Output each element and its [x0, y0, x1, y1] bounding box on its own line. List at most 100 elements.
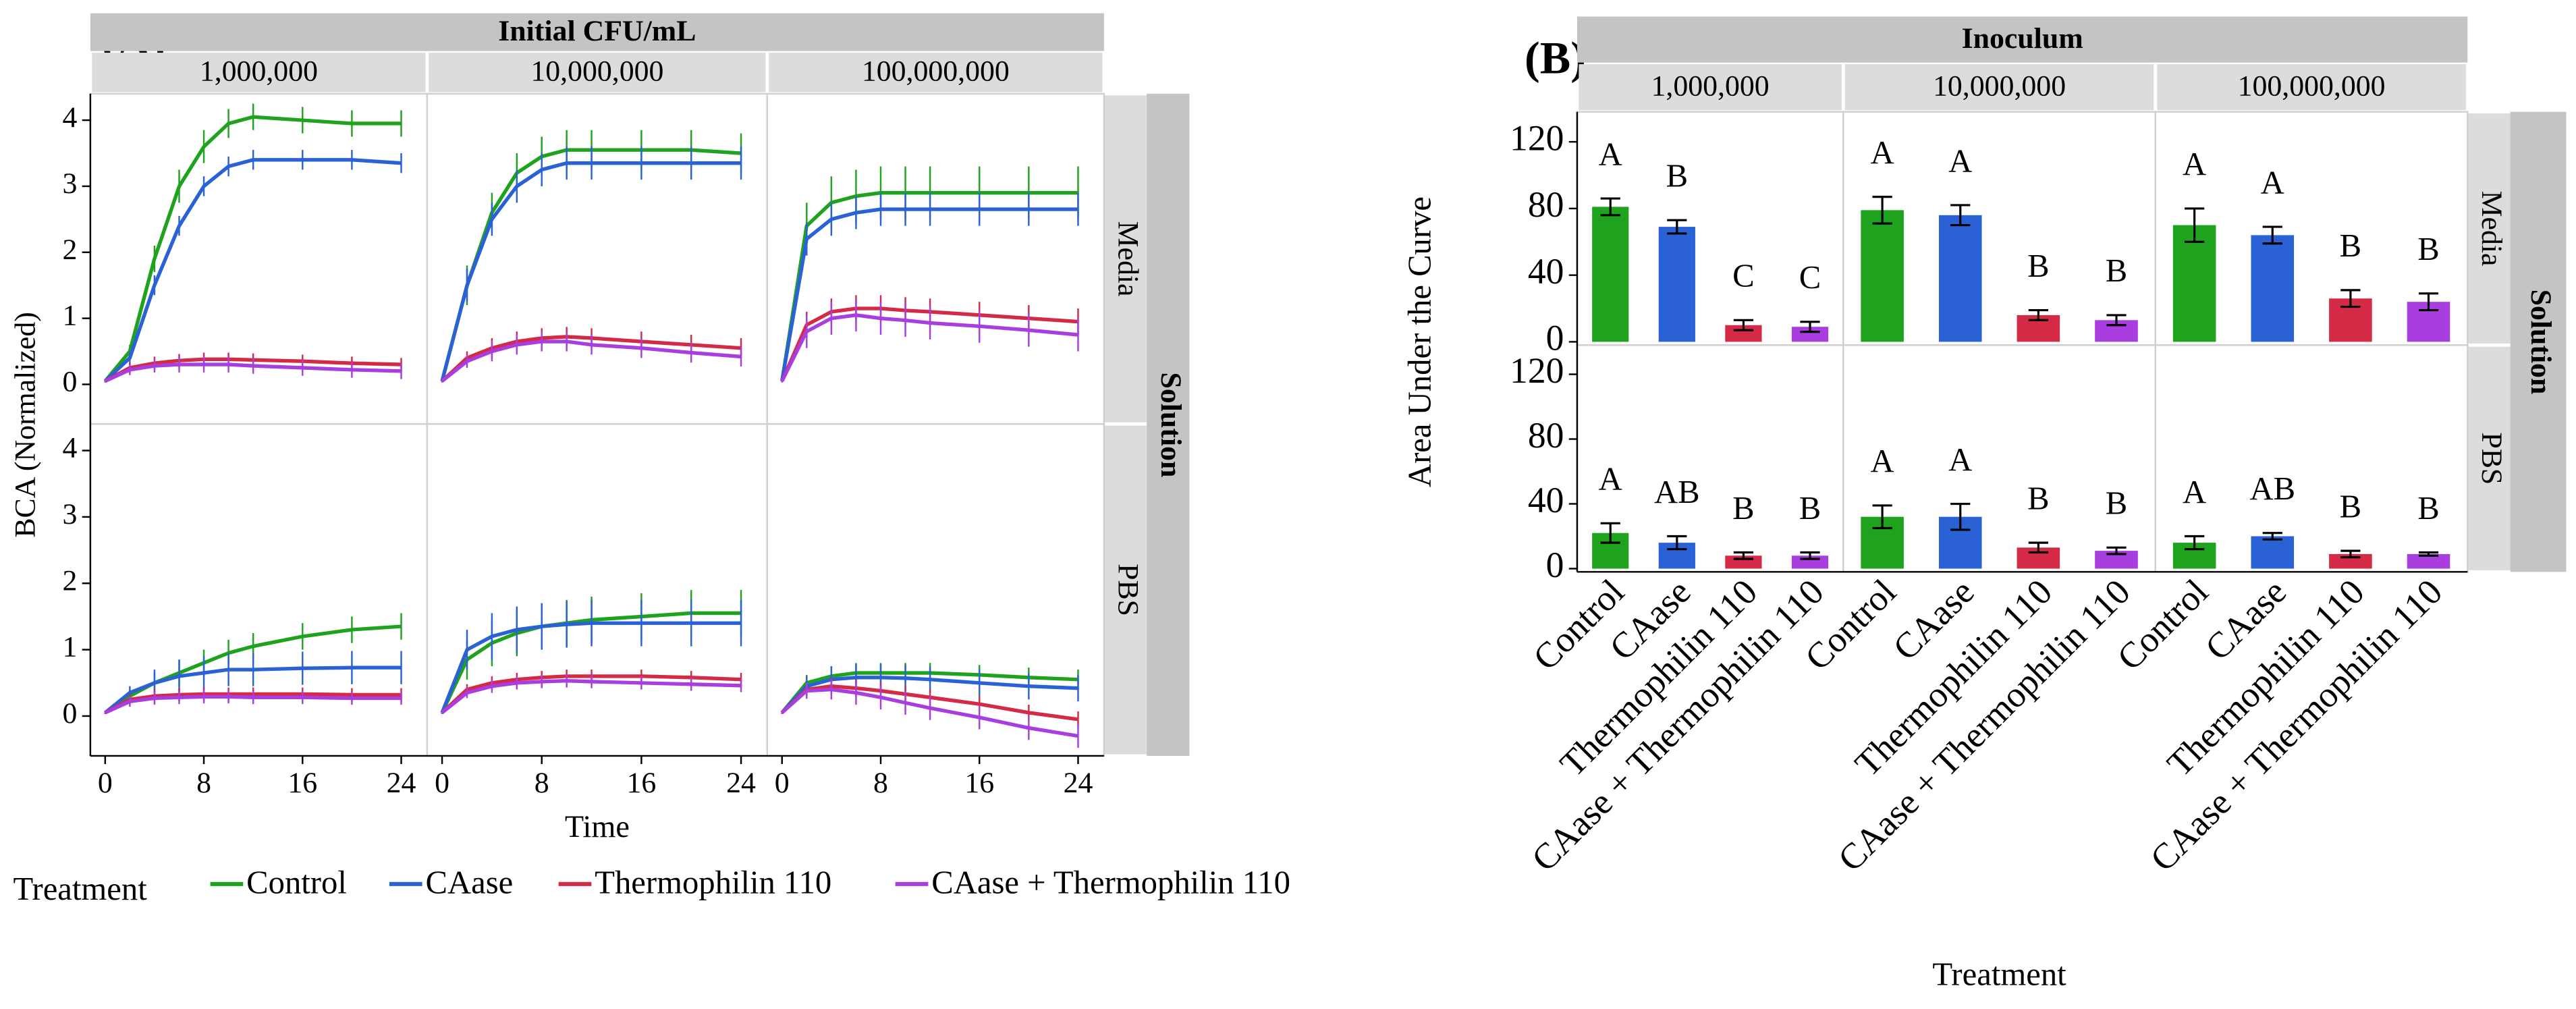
x-tick-label: 16: [964, 767, 994, 799]
x-axis-label: Treatment: [1932, 956, 2066, 993]
column-label: 10,000,000: [530, 55, 663, 88]
legend-label: CAase + Thermophilin 110: [931, 864, 1290, 900]
series-line: [441, 335, 742, 383]
row-strip: [1103, 95, 1147, 422]
series-line: [104, 665, 402, 715]
y-tick-label: 0: [1546, 545, 1564, 585]
significance-letter: B: [1799, 490, 1821, 526]
bar: [1592, 207, 1629, 342]
column-strip: [769, 53, 1103, 92]
significance-letter: B: [2106, 252, 2127, 289]
significance-letter: AB: [2249, 470, 2295, 507]
x-axis-label: Time: [565, 810, 630, 844]
y-tick-label: 40: [1528, 251, 1564, 292]
y-tick-label: 4: [63, 101, 78, 134]
significance-letter: A: [1948, 142, 1972, 179]
plot-area: [89, 423, 429, 757]
series-line: [103, 115, 402, 383]
column-strip: [1844, 64, 2154, 111]
x-tick-label: 8: [196, 767, 211, 799]
y-tick-label: 0: [63, 366, 78, 398]
series-line: [104, 362, 402, 383]
significance-letter: B: [2417, 231, 2439, 267]
significance-letter: A: [1871, 134, 1894, 171]
row-strip: [2467, 346, 2511, 570]
significance-letter: A: [1871, 443, 1894, 479]
y-tick-label: 1: [63, 631, 78, 663]
x-tick-label: 16: [287, 767, 317, 799]
series-line: [104, 357, 402, 383]
series-line: [780, 684, 1078, 721]
significance-letter: B: [2340, 227, 2361, 264]
bar: [1861, 210, 1904, 342]
column-label: 1,000,000: [1651, 70, 1770, 103]
column-strip: [1579, 64, 1842, 111]
x-tick-label: 16: [626, 767, 656, 799]
row-label: PBS: [2475, 432, 2508, 485]
series-line: [780, 687, 1078, 738]
plot-area: [766, 423, 1105, 757]
header-strip: [1577, 16, 2468, 63]
significance-letter: B: [1666, 158, 1688, 194]
x-tick-label: 0: [98, 767, 113, 799]
legend-label: Control: [246, 864, 347, 900]
column-label: 1,000,000: [200, 55, 318, 88]
bar: [2251, 235, 2295, 342]
series-line: [103, 158, 402, 383]
y-tick-label: 4: [63, 432, 78, 464]
panel-label: (B): [1525, 32, 1586, 83]
significance-letter: A: [1948, 441, 1972, 478]
column-strip: [92, 53, 426, 92]
significance-letter: C: [1799, 259, 1821, 296]
column-label: 100,000,000: [862, 55, 1010, 88]
plot-area: [426, 423, 769, 757]
series-line: [440, 161, 742, 382]
significance-letter: B: [2027, 480, 2049, 516]
x-tick-label: 0: [775, 767, 790, 799]
bar: [1791, 327, 1829, 342]
series-line: [441, 339, 742, 383]
significance-letter: A: [2183, 474, 2206, 510]
significance-letter: B: [2027, 248, 2049, 284]
y-tick-label: 3: [63, 167, 78, 200]
row-header: Solution: [1155, 373, 1187, 478]
bar: [2407, 553, 2450, 569]
y-tick-label: 2: [63, 234, 78, 266]
x-tick-label: 8: [535, 767, 549, 799]
column-label: 10,000,000: [1933, 70, 2066, 103]
y-tick-label: 1: [63, 300, 78, 332]
significance-letter: B: [1732, 490, 1754, 526]
series-line: [440, 621, 742, 713]
significance-letter: C: [1732, 258, 1754, 294]
row-label: Media: [1112, 221, 1144, 297]
column-header: Inoculum: [1962, 22, 2083, 55]
series-line: [104, 694, 402, 715]
row-header-strip: [2510, 111, 2567, 572]
bar: [2172, 225, 2216, 342]
y-tick-label: 0: [63, 697, 78, 730]
y-tick-label: 80: [1528, 184, 1564, 225]
row-label: PBS: [1112, 564, 1144, 616]
y-tick-label: 40: [1528, 480, 1564, 520]
y-axis-label: Area Under the Curve: [1401, 196, 1437, 487]
row-strip: [2467, 113, 2511, 344]
series-line: [441, 674, 742, 714]
series-line: [780, 191, 1078, 382]
header-strip: [90, 13, 1104, 51]
plot-area: [766, 92, 1105, 425]
column-strip: [2157, 64, 2466, 111]
y-tick-label: 0: [1546, 318, 1564, 358]
y-tick-label: 80: [1528, 415, 1564, 456]
x-tick-label: 24: [1064, 767, 1093, 799]
significance-letter: B: [2340, 488, 2361, 524]
series-line: [780, 313, 1078, 382]
x-tick-label: 8: [873, 767, 888, 799]
series-line: [780, 671, 1078, 714]
x-tick-label: 24: [726, 767, 756, 799]
significance-letter: B: [2417, 490, 2439, 526]
y-axis-label: BCA (Normalized): [9, 312, 41, 538]
significance-letter: B: [2106, 485, 2127, 522]
legend-label: Thermophilin 110: [595, 864, 831, 900]
y-tick-label: 2: [63, 564, 78, 597]
